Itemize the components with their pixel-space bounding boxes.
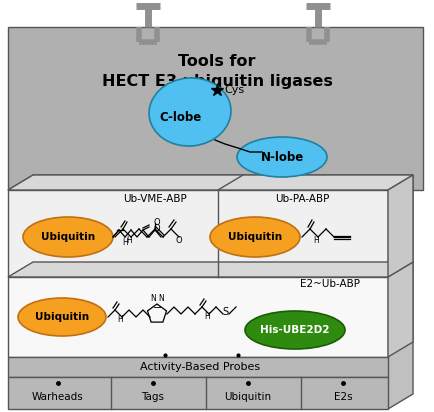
Bar [8,377,388,409]
Text: Ubiquitin: Ubiquitin [35,312,89,322]
Text: H: H [117,315,123,324]
Text: Cys: Cys [224,85,244,95]
Text: Ub-PA-ABP: Ub-PA-ABP [276,194,330,204]
Text: Ubiquitin: Ubiquitin [41,232,95,242]
Text: N: N [150,294,156,303]
Text: His-UBE2D2: His-UBE2D2 [260,325,330,335]
Text: H: H [204,312,210,321]
Text: Activity-Based Probes: Activity-Based Probes [140,362,260,372]
Bar [8,27,423,190]
Text: H: H [313,236,319,245]
Polygon shape [388,262,413,357]
Text: H: H [126,236,132,245]
Text: Ubiquitin: Ubiquitin [228,232,282,242]
Polygon shape [8,175,413,190]
Text: N-lobe: N-lobe [260,150,304,164]
Bar [8,190,388,277]
Ellipse shape [245,311,345,349]
Ellipse shape [237,137,327,177]
Text: E2s: E2s [334,392,352,402]
Ellipse shape [23,217,113,257]
Bar [8,277,388,357]
Bar [8,357,388,377]
Ellipse shape [18,298,106,336]
Polygon shape [388,175,413,409]
Text: S: S [222,307,228,317]
Text: Warheads: Warheads [32,392,84,402]
Text: N: N [158,294,164,303]
Polygon shape [388,175,413,277]
Text: H: H [122,237,128,246]
Ellipse shape [149,78,231,146]
Text: C-lobe: C-lobe [159,110,201,124]
Text: Tools for
HECT E3 ubiquitin ligases: Tools for HECT E3 ubiquitin ligases [102,54,332,89]
Polygon shape [8,262,413,277]
Polygon shape [8,175,413,190]
Text: O: O [176,236,182,245]
Text: O: O [154,223,160,232]
Text: Ubiquitin: Ubiquitin [224,392,272,402]
Text: Ub-VME-ABP: Ub-VME-ABP [123,194,187,204]
Text: E2~Ub-ABP: E2~Ub-ABP [300,279,360,289]
Text: Tags: Tags [141,392,164,402]
Ellipse shape [210,217,300,257]
Text: O: O [154,218,160,227]
